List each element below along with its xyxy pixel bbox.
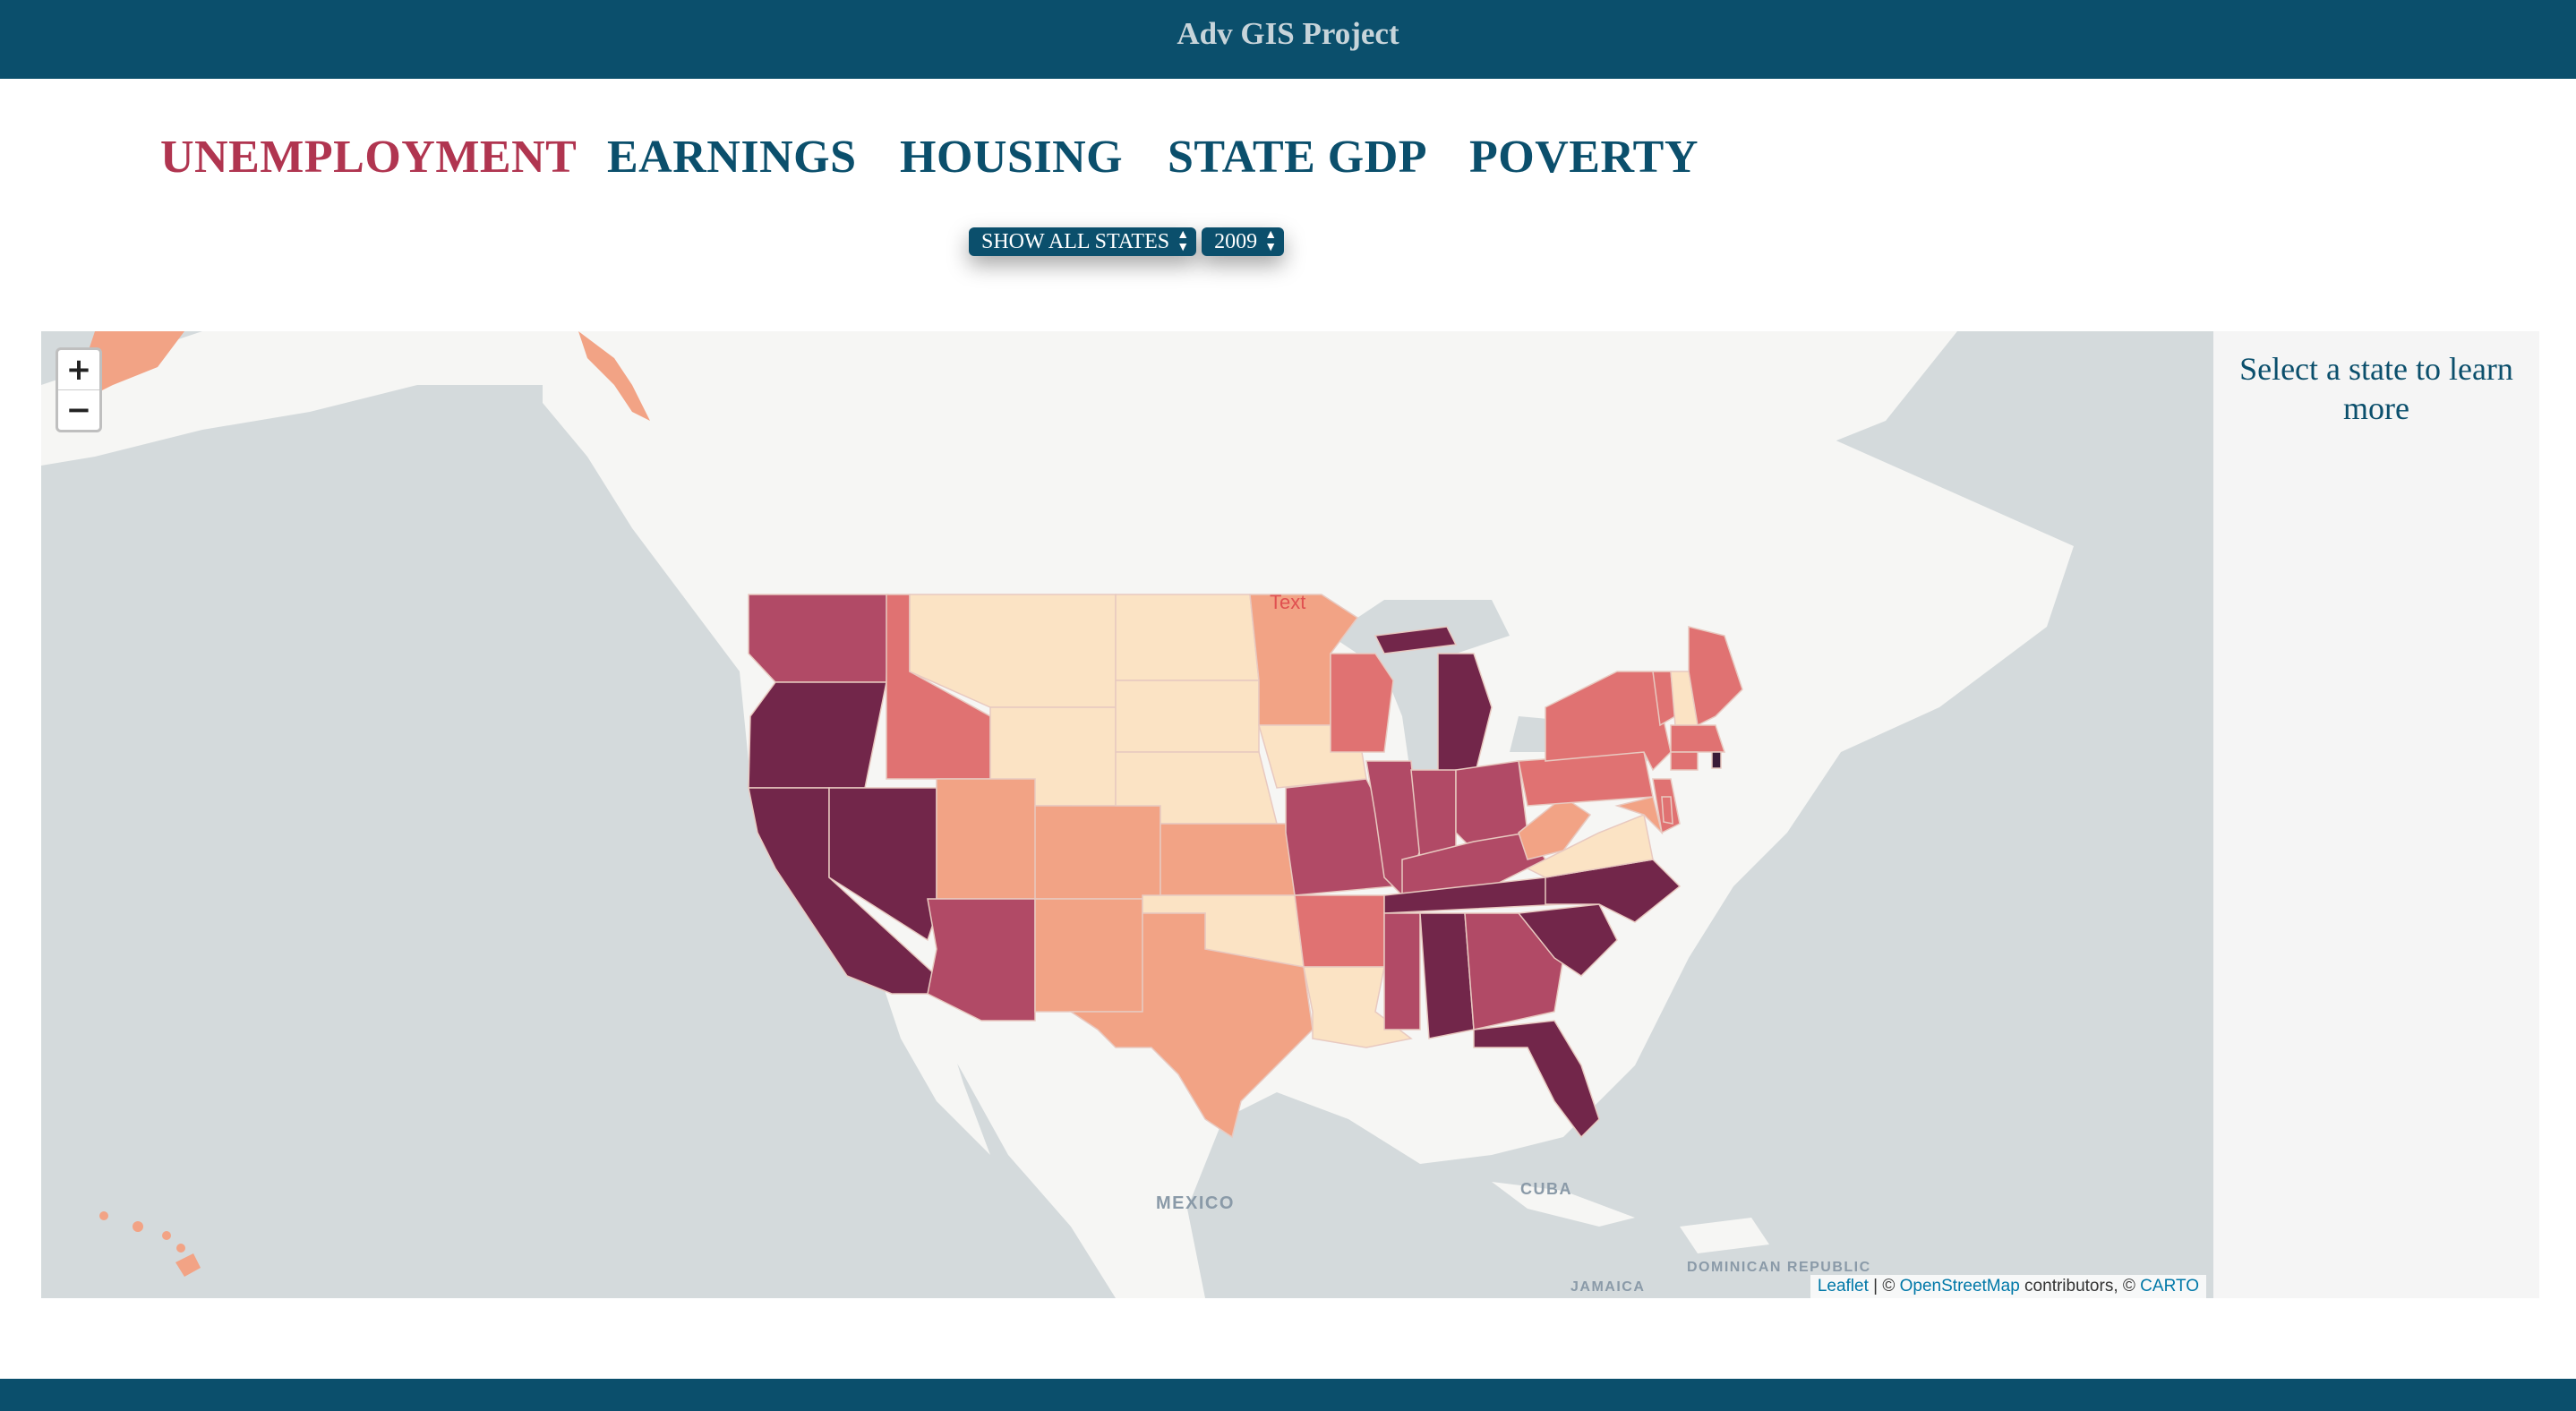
- year-select-value: 2009: [1214, 230, 1258, 253]
- state-rhode-island: [1711, 751, 1722, 769]
- label-cuba: CUBA: [1520, 1180, 1572, 1198]
- alaska-land: [41, 331, 668, 483]
- state-florida: [1473, 1020, 1600, 1139]
- label-mexico: MEXICO: [1156, 1193, 1235, 1213]
- state-north-dakota: [1115, 594, 1260, 681]
- state-pennsylvania: [1518, 751, 1654, 807]
- tab-housing[interactable]: HOUSING: [900, 132, 1124, 183]
- zoom-out-button[interactable]: −: [58, 389, 99, 430]
- leaflet-link[interactable]: Leaflet: [1817, 1277, 1869, 1296]
- select-arrows-icon: ▲ ▼: [1177, 228, 1190, 254]
- label-dominican-republic: DOMINICAN REPUBLIC: [1687, 1260, 1871, 1275]
- state-info-message: Select a state to learn more: [2239, 351, 2513, 426]
- state-connecticut: [1670, 751, 1699, 771]
- state-new-york: [1545, 671, 1672, 772]
- app-header: Adv GIS Project: [0, 0, 2576, 79]
- carto-link[interactable]: CARTO: [2140, 1277, 2199, 1296]
- tab-state-gdp[interactable]: STATE GDP: [1168, 132, 1428, 183]
- map-container[interactable]: Text MEXICO CUBA DOMINICAN REPUBLIC JAMA…: [41, 331, 2213, 1298]
- hispaniola-land: [1680, 1218, 1769, 1253]
- state-texas: [1068, 912, 1314, 1139]
- state-kansas: [1160, 823, 1296, 896]
- state-delaware: [1661, 796, 1673, 825]
- us-states: [748, 594, 1743, 1139]
- osm-link[interactable]: OpenStreetMap: [1899, 1277, 2020, 1296]
- cuba-land: [1492, 1182, 1635, 1227]
- state-new-mexico: [1034, 898, 1143, 1013]
- label-jamaica: JAMAICA: [1570, 1279, 1645, 1295]
- tab-earnings[interactable]: EARNINGS: [607, 132, 857, 183]
- zoom-in-button[interactable]: +: [65, 352, 92, 388]
- state-maine: [1688, 626, 1743, 727]
- state-south-dakota: [1115, 680, 1260, 753]
- state-colorado: [1034, 805, 1161, 900]
- state-south-carolina: [1517, 903, 1618, 977]
- hawaii: [99, 1211, 201, 1277]
- app-title: Adv GIS Project: [1177, 16, 1399, 51]
- tab-poverty[interactable]: POVERTY: [1469, 132, 1699, 183]
- attribution-contributors: contributors, ©: [2019, 1277, 2141, 1296]
- greenland-land: [1617, 331, 1957, 457]
- state-arkansas: [1294, 894, 1385, 968]
- state-georgia: [1464, 912, 1564, 1030]
- main-nav: UNEMPLOYMENT EARNINGS HOUSING STATE GDP …: [0, 131, 2576, 193]
- footer-bar: [0, 1379, 2576, 1411]
- tab-unemployment[interactable]: UNEMPLOYMENT: [160, 132, 578, 183]
- basemap: Text MEXICO CUBA DOMINICAN REPUBLIC JAMA…: [41, 331, 2074, 1298]
- map-attribution: Leaflet | © OpenStreetMap contributors, …: [1810, 1275, 2206, 1298]
- state-info-panel: Select a state to learn more: [2213, 331, 2539, 1298]
- marker-text: Text: [1270, 591, 1305, 613]
- state-mississippi: [1383, 912, 1421, 1030]
- filter-controls: SHOW ALL STATES ▲ ▼ 2009 ▲ ▼: [969, 227, 1285, 256]
- state-wisconsin: [1330, 653, 1394, 753]
- state-arizona: [927, 898, 1036, 1022]
- state-virginia: [1526, 813, 1654, 878]
- year-select[interactable]: 2009 ▲ ▼: [1202, 227, 1285, 256]
- attribution-sep: | ©: [1868, 1277, 1900, 1296]
- state-maryland: [1614, 796, 1664, 835]
- state-washington: [748, 594, 889, 683]
- select-arrows-icon: ▲ ▼: [1264, 228, 1278, 254]
- state-select-value: SHOW ALL STATES: [981, 230, 1170, 253]
- state-massachusetts: [1670, 724, 1726, 753]
- alaska-coast: [578, 331, 650, 421]
- state-oregon: [748, 681, 887, 789]
- state-select[interactable]: SHOW ALL STATES ▲ ▼: [969, 227, 1197, 256]
- zoom-control: + −: [56, 347, 102, 432]
